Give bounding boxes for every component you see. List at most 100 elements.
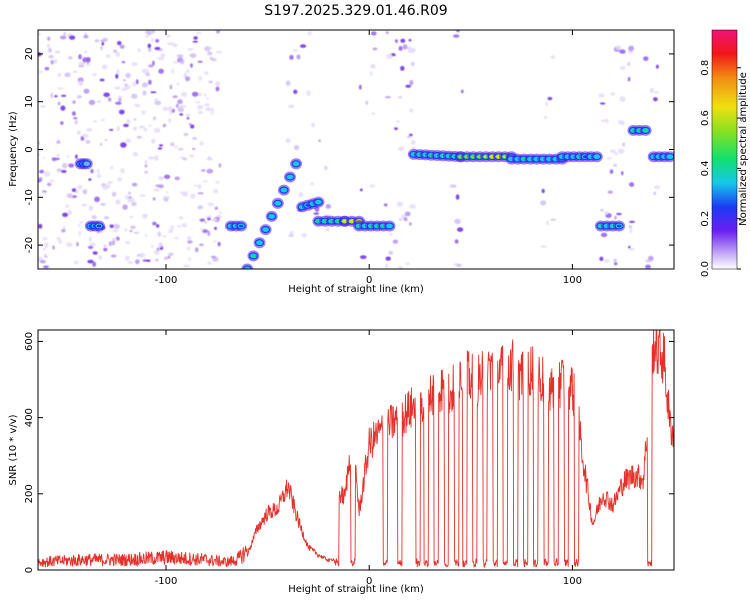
track-core bbox=[594, 155, 599, 158]
noise-speckle bbox=[599, 256, 604, 261]
noise-speckle bbox=[188, 257, 191, 262]
noise-speckle bbox=[653, 185, 661, 190]
noise-speckle bbox=[103, 247, 108, 252]
track-core bbox=[281, 188, 287, 192]
noise-speckle bbox=[78, 54, 82, 60]
noise-speckle bbox=[609, 149, 616, 153]
noise-speckle bbox=[394, 127, 398, 130]
noise-speckle bbox=[63, 31, 66, 37]
noise-speckle bbox=[69, 35, 76, 40]
noise-speckle bbox=[54, 58, 58, 64]
noise-speckle bbox=[408, 222, 412, 226]
noise-speckle bbox=[131, 182, 138, 187]
colorbar-tick-label: 0.8 bbox=[700, 60, 711, 76]
noise-speckle bbox=[68, 163, 75, 168]
noise-speckle bbox=[212, 189, 219, 194]
noise-speckle bbox=[456, 30, 460, 33]
noise-speckle bbox=[38, 70, 43, 74]
noise-speckle bbox=[38, 153, 41, 156]
noise-speckle bbox=[94, 39, 100, 43]
noise-speckle bbox=[199, 141, 204, 146]
noise-speckle bbox=[86, 127, 93, 132]
noise-speckle bbox=[92, 73, 97, 77]
noise-speckle bbox=[306, 90, 311, 96]
noise-speckle bbox=[78, 230, 82, 236]
noise-speckle bbox=[396, 120, 401, 123]
noise-speckle bbox=[101, 118, 105, 122]
noise-speckle bbox=[94, 196, 100, 203]
noise-speckle bbox=[99, 142, 103, 146]
snr-y-tick-label: 400 bbox=[24, 408, 35, 427]
noise-speckle bbox=[656, 64, 659, 69]
noise-speckle bbox=[135, 79, 139, 85]
noise-speckle bbox=[88, 99, 96, 106]
noise-speckle bbox=[613, 152, 619, 155]
noise-speckle bbox=[124, 228, 128, 232]
noise-speckle bbox=[68, 56, 73, 60]
noise-speckle bbox=[217, 241, 221, 247]
track-core bbox=[263, 228, 268, 231]
noise-speckle bbox=[111, 237, 118, 242]
noise-speckle bbox=[300, 44, 307, 48]
track-core bbox=[316, 200, 321, 204]
noise-speckle bbox=[629, 227, 633, 234]
noise-speckle bbox=[449, 184, 457, 188]
noise-speckle bbox=[111, 191, 117, 197]
noise-speckle bbox=[185, 113, 191, 117]
noise-speckle bbox=[388, 251, 393, 255]
noise-speckle bbox=[204, 71, 209, 75]
noise-speckle bbox=[616, 212, 622, 216]
noise-speckle bbox=[55, 157, 60, 161]
noise-speckle bbox=[197, 205, 204, 210]
noise-speckle bbox=[628, 45, 634, 52]
noise-speckle bbox=[43, 255, 48, 258]
noise-speckle bbox=[145, 30, 152, 35]
noise-speckle bbox=[405, 84, 412, 88]
noise-speckle bbox=[172, 95, 178, 98]
noise-speckle bbox=[173, 145, 179, 148]
noise-speckle bbox=[109, 224, 115, 228]
noise-speckle bbox=[50, 92, 54, 99]
noise-speckle bbox=[196, 31, 202, 34]
noise-speckle bbox=[88, 178, 92, 181]
spectrogram-noise-layer bbox=[38, 30, 661, 269]
noise-speckle bbox=[197, 192, 204, 195]
noise-speckle bbox=[370, 63, 376, 69]
noise-speckle bbox=[162, 235, 167, 238]
noise-speckle bbox=[186, 236, 192, 241]
noise-speckle bbox=[73, 260, 79, 265]
noise-speckle bbox=[191, 137, 198, 140]
noise-speckle bbox=[402, 44, 408, 50]
noise-speckle bbox=[177, 107, 185, 113]
spectrogram-x-axis-label: Height of straight line (km) bbox=[288, 284, 424, 295]
noise-speckle bbox=[213, 240, 217, 243]
spectrogram-y-tick-label: 10 bbox=[24, 95, 35, 108]
noise-speckle bbox=[617, 148, 625, 154]
track-core bbox=[616, 224, 622, 228]
noise-speckle bbox=[628, 225, 633, 228]
noise-speckle bbox=[202, 180, 208, 183]
noise-speckle bbox=[190, 124, 195, 129]
noise-speckle bbox=[371, 112, 375, 115]
colorbar-tick-label: 0.2 bbox=[700, 211, 711, 227]
noise-speckle bbox=[104, 216, 109, 220]
noise-speckle bbox=[62, 212, 69, 217]
noise-speckle bbox=[96, 173, 102, 179]
noise-speckle bbox=[370, 31, 377, 36]
noise-speckle bbox=[112, 240, 115, 246]
noise-speckle bbox=[160, 53, 166, 58]
noise-speckle bbox=[411, 61, 415, 66]
noise-speckle bbox=[190, 193, 196, 197]
noise-speckle bbox=[397, 265, 403, 269]
noise-speckle bbox=[47, 47, 53, 53]
noise-speckle bbox=[123, 123, 129, 128]
noise-speckle bbox=[66, 193, 74, 199]
noise-speckle bbox=[101, 41, 105, 46]
noise-speckle bbox=[64, 72, 71, 78]
noise-speckle bbox=[174, 236, 179, 240]
noise-speckle bbox=[410, 139, 416, 145]
noise-speckle bbox=[57, 139, 60, 144]
noise-speckle bbox=[547, 96, 553, 101]
noise-speckle bbox=[153, 188, 160, 192]
snr-x-tick-label: 0 bbox=[366, 576, 372, 587]
